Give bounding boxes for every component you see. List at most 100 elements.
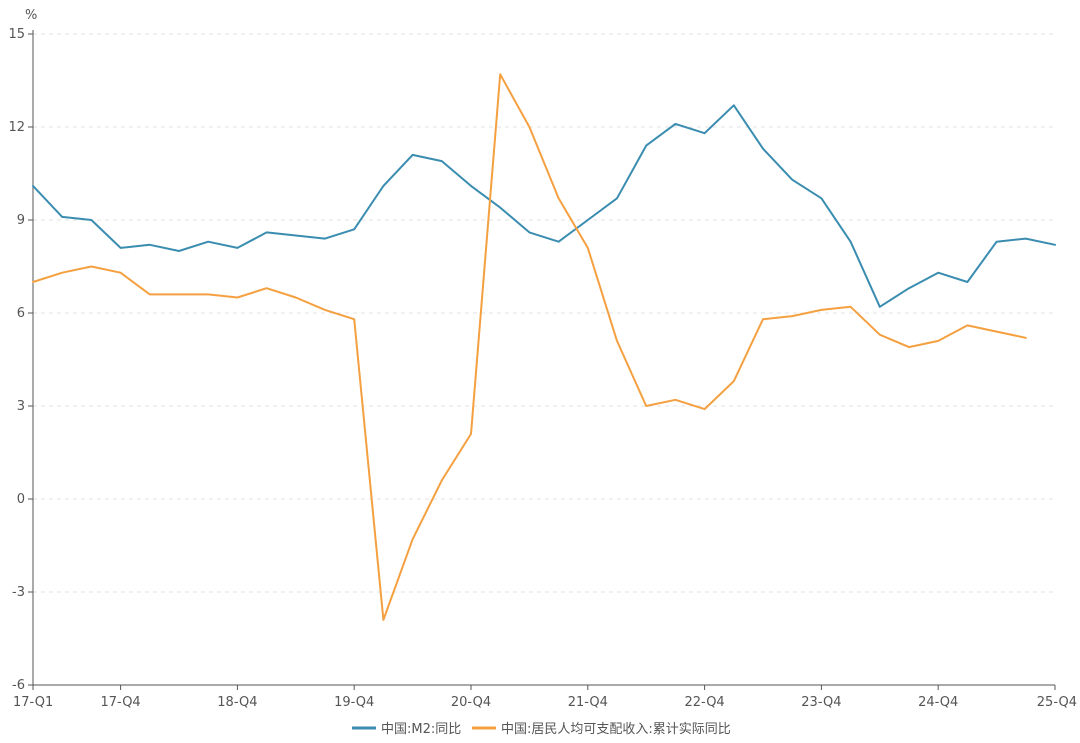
- data-point: [441, 479, 443, 481]
- data-point: [674, 399, 676, 401]
- data-point: [820, 197, 822, 199]
- series-line-2: [32, 73, 1027, 621]
- data-point: [937, 272, 939, 274]
- data-point: [558, 197, 560, 199]
- data-point: [295, 297, 297, 299]
- data-point: [762, 148, 764, 150]
- x-tick-label: 24-Q4: [918, 695, 958, 710]
- data-point: [207, 293, 209, 295]
- data-point: [1025, 337, 1027, 339]
- data-point: [324, 238, 326, 240]
- data-point: [382, 619, 384, 621]
- data-point: [441, 160, 443, 162]
- x-tick-label: 17-Q4: [100, 695, 140, 710]
- x-tick-label: 23-Q4: [801, 695, 841, 710]
- x-tick-label: 22-Q4: [684, 695, 724, 710]
- data-point: [762, 318, 764, 320]
- data-point: [207, 241, 209, 243]
- data-point: [558, 241, 560, 243]
- data-point: [616, 340, 618, 342]
- data-point: [499, 207, 501, 209]
- data-point: [32, 281, 34, 283]
- series-line-1: [32, 104, 1056, 308]
- data-point: [1025, 238, 1027, 240]
- data-point: [178, 293, 180, 295]
- grid-lines: [33, 33, 1055, 593]
- data-point: [382, 185, 384, 187]
- x-tick-label: 17-Q1: [13, 695, 53, 710]
- y-tick-label: 3: [17, 399, 25, 414]
- data-point: [704, 132, 706, 134]
- data-point: [879, 306, 881, 308]
- x-tick-label: 18-Q4: [217, 695, 257, 710]
- x-tick-label: 21-Q4: [568, 695, 608, 710]
- data-point: [61, 216, 63, 218]
- data-point: [850, 241, 852, 243]
- axes: 15 12 9 6 3 0 -3 -6% 17-Q1 17-Q4 18-Q4 19-Q4 20-Q4 21…: [8, 8, 1077, 710]
- data-point: [996, 331, 998, 333]
- y-axis-unit: %: [25, 8, 37, 23]
- x-tick-label: 19-Q4: [334, 695, 374, 710]
- y-tick-label: 6: [17, 306, 25, 321]
- data-point: [236, 247, 238, 249]
- legend: 中国:M2:同比 中国:居民人均可支配收入:累计实际同比: [352, 722, 731, 737]
- data-point: [412, 154, 414, 156]
- data-point: [236, 297, 238, 299]
- data-point: [1054, 244, 1056, 246]
- data-point: [61, 272, 63, 274]
- data-point: [499, 73, 501, 75]
- data-point: [149, 293, 151, 295]
- data-point: [90, 266, 92, 268]
- data-point: [791, 179, 793, 181]
- data-point: [996, 241, 998, 243]
- data-point: [353, 318, 355, 320]
- y-tick-label: 15: [8, 27, 25, 42]
- y-tick-label: 12: [8, 120, 25, 135]
- data-point: [353, 228, 355, 230]
- data-point: [470, 185, 472, 187]
- data-point: [674, 123, 676, 125]
- data-point: [820, 309, 822, 311]
- data-point: [966, 324, 968, 326]
- data-point: [733, 104, 735, 106]
- y-tick-label: -3: [12, 585, 25, 600]
- data-point: [966, 281, 968, 283]
- data-point: [324, 309, 326, 311]
- data-point: [645, 145, 647, 147]
- data-point: [587, 247, 589, 249]
- data-point: [412, 538, 414, 540]
- data-point: [879, 334, 881, 336]
- data-point: [470, 433, 472, 435]
- data-point: [149, 244, 151, 246]
- x-tick-label: 20-Q4: [451, 695, 491, 710]
- y-tick-label: 0: [17, 492, 25, 507]
- x-tick-label: 25-Q4: [1037, 695, 1077, 710]
- data-point: [120, 247, 122, 249]
- y-tick-label: 9: [17, 213, 25, 228]
- legend-label-2: 中国:居民人均可支配收入:累计实际同比: [501, 722, 731, 737]
- data-point: [616, 197, 618, 199]
- data-point: [850, 306, 852, 308]
- data-point: [733, 380, 735, 382]
- series-lines: [32, 73, 1056, 621]
- data-point: [791, 315, 793, 317]
- data-point: [587, 219, 589, 221]
- data-point: [937, 340, 939, 342]
- data-point: [266, 231, 268, 233]
- data-point: [704, 408, 706, 410]
- legend-label-1: 中国:M2:同比: [381, 722, 461, 737]
- data-point: [120, 272, 122, 274]
- data-point: [178, 250, 180, 252]
- data-point: [90, 219, 92, 221]
- y-tick-label: -6: [12, 678, 25, 693]
- data-point: [908, 287, 910, 289]
- data-point: [266, 287, 268, 289]
- data-point: [645, 405, 647, 407]
- data-point: [528, 231, 530, 233]
- data-point: [32, 185, 34, 187]
- data-point: [908, 346, 910, 348]
- data-point: [295, 235, 297, 237]
- data-point: [528, 126, 530, 128]
